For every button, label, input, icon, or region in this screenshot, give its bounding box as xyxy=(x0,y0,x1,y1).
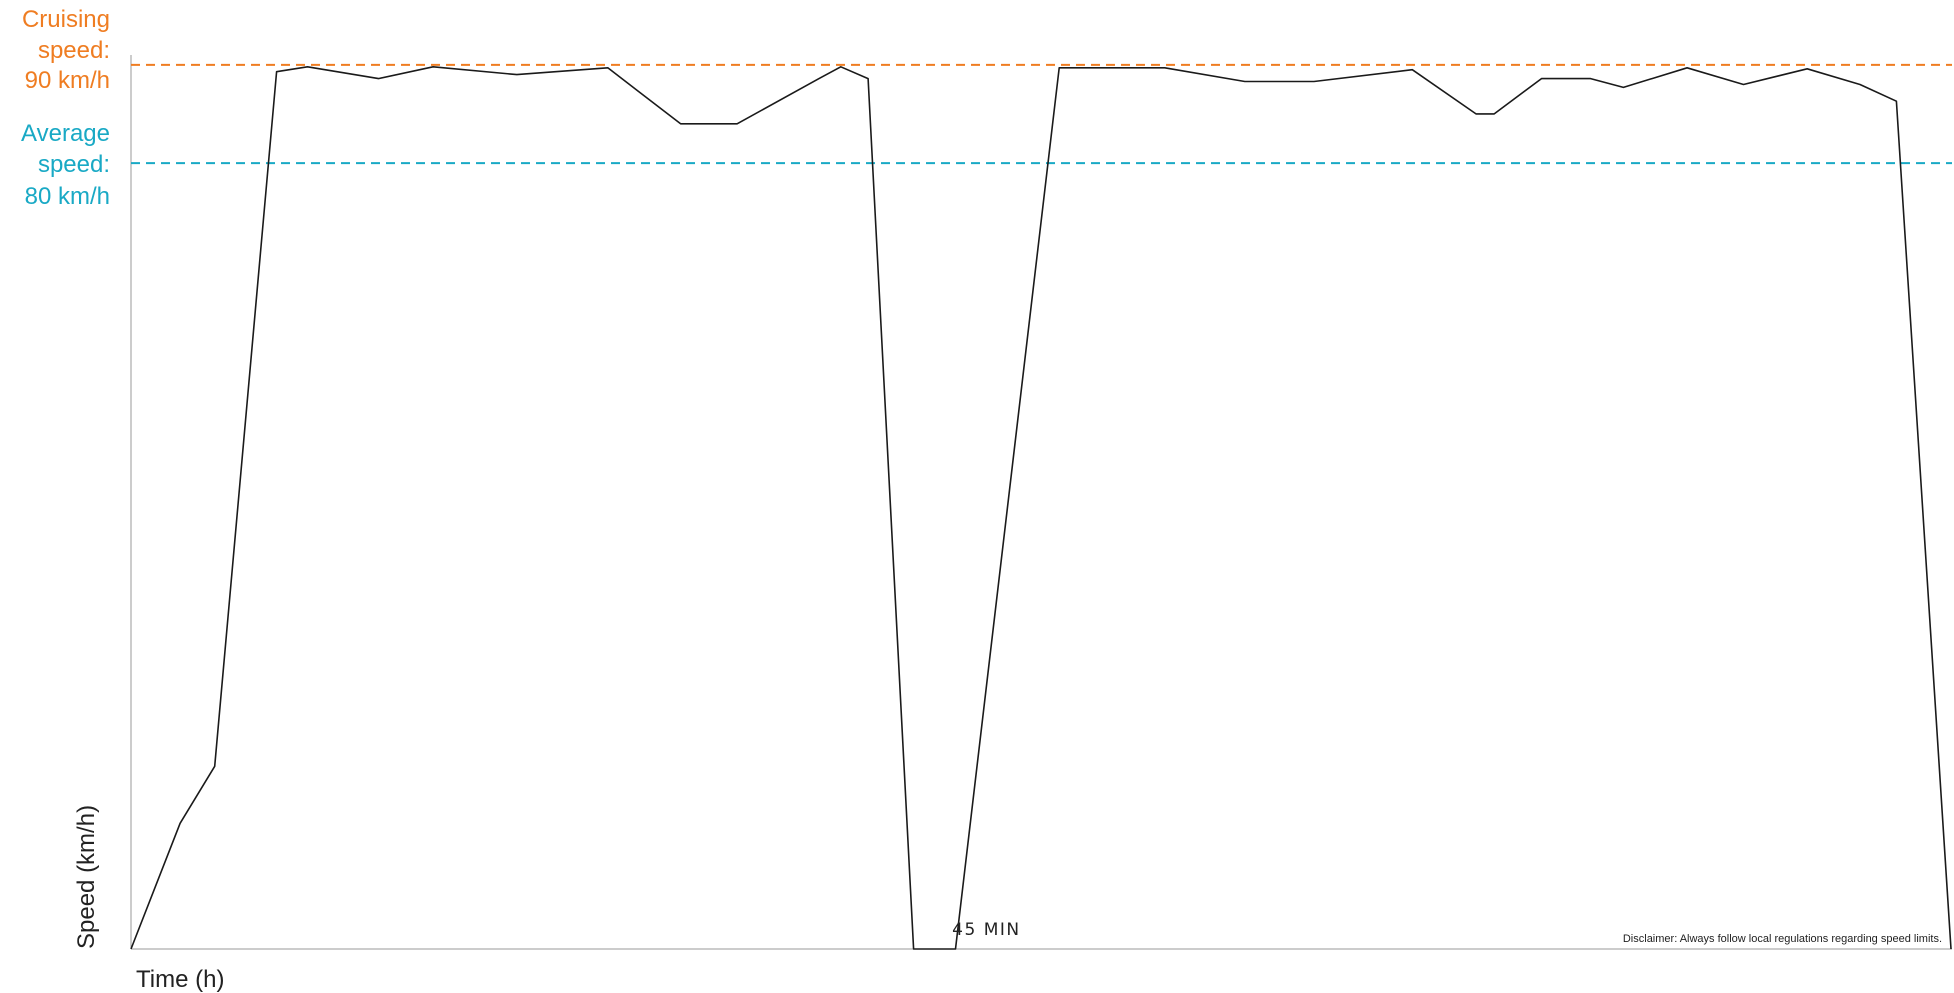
disclaimer-text: Disclaimer: Always follow local regulati… xyxy=(1623,933,1942,945)
cruising-label-line-2: speed: xyxy=(38,37,110,64)
x-axis-title: Time (h) xyxy=(136,966,224,993)
pause-duration-label: 45 MIN xyxy=(952,920,1020,940)
cruising-speed-label: Cruising speed: 90 km/h xyxy=(22,6,110,94)
average-label-line-2: speed: xyxy=(38,151,110,178)
average-label-line-3: 80 km/h xyxy=(25,183,110,210)
average-label-line-1: Average xyxy=(21,120,110,147)
cruising-label-line-1: Cruising xyxy=(22,6,110,33)
speed-series-line xyxy=(130,66,1952,950)
average-speed-label: Average speed: 80 km/h xyxy=(21,120,110,210)
cruising-label-line-3: 90 km/h xyxy=(25,67,110,94)
y-axis-title: Speed (km/h) xyxy=(73,805,100,949)
